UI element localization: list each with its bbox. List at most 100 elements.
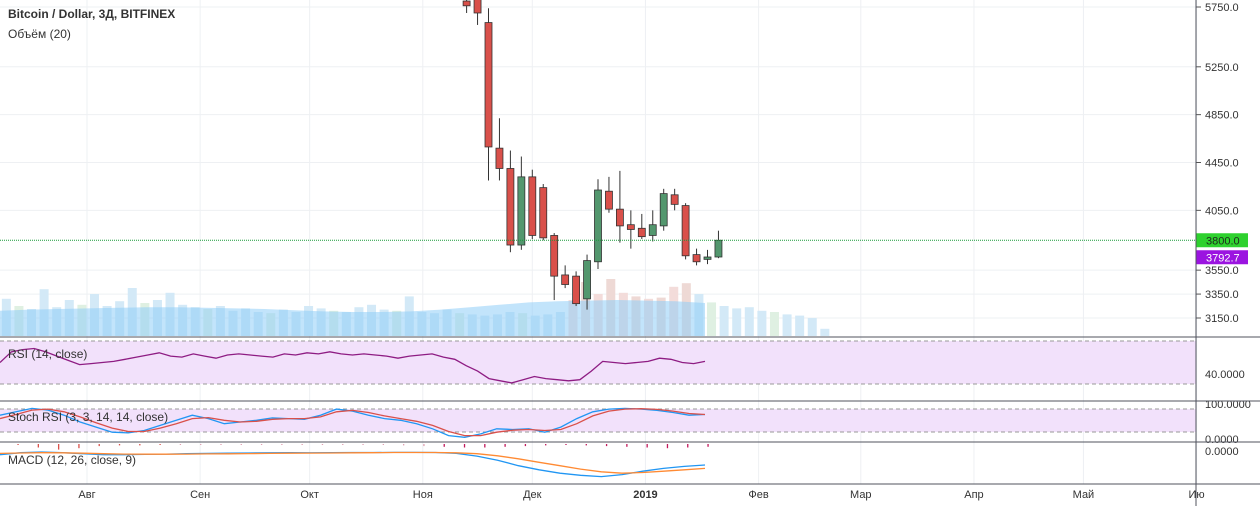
volume-bar bbox=[757, 310, 767, 336]
macd-histogram-bar bbox=[321, 444, 324, 445]
macd-histogram-bar bbox=[362, 444, 364, 445]
stoch-k-line bbox=[0, 407, 706, 438]
macd-histogram-bar bbox=[382, 444, 384, 445]
volume-label: Объём (20) bbox=[8, 27, 71, 41]
candle-body bbox=[670, 194, 679, 205]
macd-histogram-bar bbox=[260, 444, 263, 445]
alt-price-badge bbox=[1196, 250, 1248, 265]
candle-body bbox=[539, 187, 548, 239]
candle-body bbox=[659, 193, 668, 227]
candle-body bbox=[495, 147, 504, 169]
volume-bar bbox=[707, 302, 717, 336]
x-tick-label: Дек bbox=[523, 489, 542, 501]
macd-histogram-bar bbox=[301, 444, 303, 445]
volume-ma-area bbox=[0, 300, 705, 336]
candle-body bbox=[583, 260, 591, 300]
stoch-rsi-title: Stoch RSI (3, 3, 14, 14, close) bbox=[8, 410, 168, 424]
volume-bar bbox=[744, 307, 754, 336]
chart-title: Bitcoin / Dollar, 3Д, BITFINEX bbox=[8, 7, 175, 21]
macd-histogram-bar bbox=[565, 444, 567, 445]
macd-histogram-bar bbox=[524, 444, 527, 447]
macd-tick-label: 0.0000 bbox=[1205, 446, 1239, 458]
price-pane: 3800.0 3792.7 bbox=[0, 0, 1248, 310]
macd-histogram-bar bbox=[463, 444, 466, 448]
macd-histogram-bar bbox=[342, 444, 344, 445]
candle-body bbox=[616, 208, 624, 227]
price-tick-label: 5750.0 bbox=[1205, 2, 1239, 14]
stoch-d-line bbox=[0, 408, 706, 437]
candle-body bbox=[703, 256, 712, 260]
last-price-badge bbox=[1196, 233, 1248, 248]
price-tick-label: 4050.0 bbox=[1205, 205, 1239, 217]
macd-histogram-bar bbox=[118, 444, 121, 446]
macd-histogram-bar bbox=[666, 444, 669, 449]
macd-histogram-bar bbox=[281, 444, 283, 445]
macd-histogram-bar bbox=[159, 444, 161, 445]
candle-body bbox=[572, 275, 580, 305]
x-tick-label: Мар bbox=[850, 489, 872, 501]
price-tick-label: 5250.0 bbox=[1205, 62, 1239, 74]
alt-price-label: 3792.7 bbox=[1206, 252, 1240, 264]
macd-histogram-bar bbox=[585, 444, 587, 446]
volume-bar bbox=[769, 312, 779, 336]
candle-body bbox=[517, 176, 526, 246]
x-tick-label: Авг bbox=[78, 489, 95, 501]
macd-histogram-bar bbox=[139, 444, 141, 446]
stoch-band bbox=[0, 409, 1196, 432]
candle-body bbox=[473, 0, 482, 14]
candle-body bbox=[626, 224, 635, 230]
candle-body bbox=[605, 190, 613, 210]
candle-body bbox=[484, 22, 493, 148]
macd-histogram-bar bbox=[443, 444, 445, 447]
macd-histogram-bar bbox=[179, 444, 182, 445]
macd-histogram-bar bbox=[626, 444, 628, 447]
stoch-rsi-pane: 100.0000 0.0000 bbox=[0, 399, 1251, 446]
macd-signal-line bbox=[0, 451, 706, 474]
rsi-line bbox=[0, 347, 706, 384]
candle-body bbox=[528, 176, 537, 236]
macd-histogram-bar bbox=[98, 444, 100, 447]
macd-histogram-bar bbox=[37, 444, 39, 448]
macd-histogram-bar bbox=[220, 444, 222, 445]
candle-body bbox=[681, 205, 690, 257]
price-tick-label: 3150.0 bbox=[1205, 313, 1239, 325]
stoch-tick-label: 100.0000 bbox=[1205, 399, 1251, 411]
x-tick-label: Май bbox=[1073, 489, 1095, 501]
macd-histogram-bar bbox=[646, 444, 648, 448]
x-tick-label: Окт bbox=[300, 489, 319, 501]
candle-body bbox=[462, 0, 471, 7]
rsi-tick-label: 40.0000 bbox=[1205, 369, 1245, 381]
volume-bar bbox=[719, 306, 729, 336]
volume-bar bbox=[820, 328, 830, 336]
x-tick-label: 2019 bbox=[633, 489, 657, 501]
candle-body bbox=[714, 239, 723, 258]
macd-histogram-bar bbox=[687, 444, 689, 448]
x-tick-label: Ноя bbox=[413, 489, 433, 501]
macd-histogram-bar bbox=[707, 444, 709, 447]
macd-histogram-bar bbox=[402, 444, 405, 446]
volume-bar bbox=[795, 315, 805, 336]
candle-body bbox=[561, 274, 570, 285]
stoch-tick-label: 0.0000 bbox=[1205, 434, 1239, 446]
macd-histogram-bar bbox=[78, 444, 80, 449]
macd-histogram-bar bbox=[605, 444, 608, 447]
macd-histogram-bar bbox=[423, 444, 425, 447]
rsi-title: RSI (14, close) bbox=[8, 347, 87, 361]
macd-title: MACD (12, 26, close, 9) bbox=[8, 453, 136, 467]
candle-body bbox=[648, 224, 657, 236]
price-tick-label: 4450.0 bbox=[1205, 158, 1239, 170]
macd-histogram-bar bbox=[240, 444, 242, 445]
volume-bar bbox=[807, 318, 817, 336]
volume-bar bbox=[732, 308, 742, 336]
x-tick-label: Ию bbox=[1189, 489, 1205, 501]
macd-histogram-bar bbox=[484, 444, 486, 448]
rsi-band bbox=[0, 341, 1196, 384]
price-tick-label: 3550.0 bbox=[1205, 265, 1239, 277]
macd-histogram-bar bbox=[200, 444, 202, 445]
macd-pane: 0.0000 bbox=[0, 444, 1239, 478]
candle-body bbox=[550, 235, 559, 277]
last-price-label: 3800.0 bbox=[1206, 235, 1240, 247]
candle-body bbox=[692, 254, 701, 263]
